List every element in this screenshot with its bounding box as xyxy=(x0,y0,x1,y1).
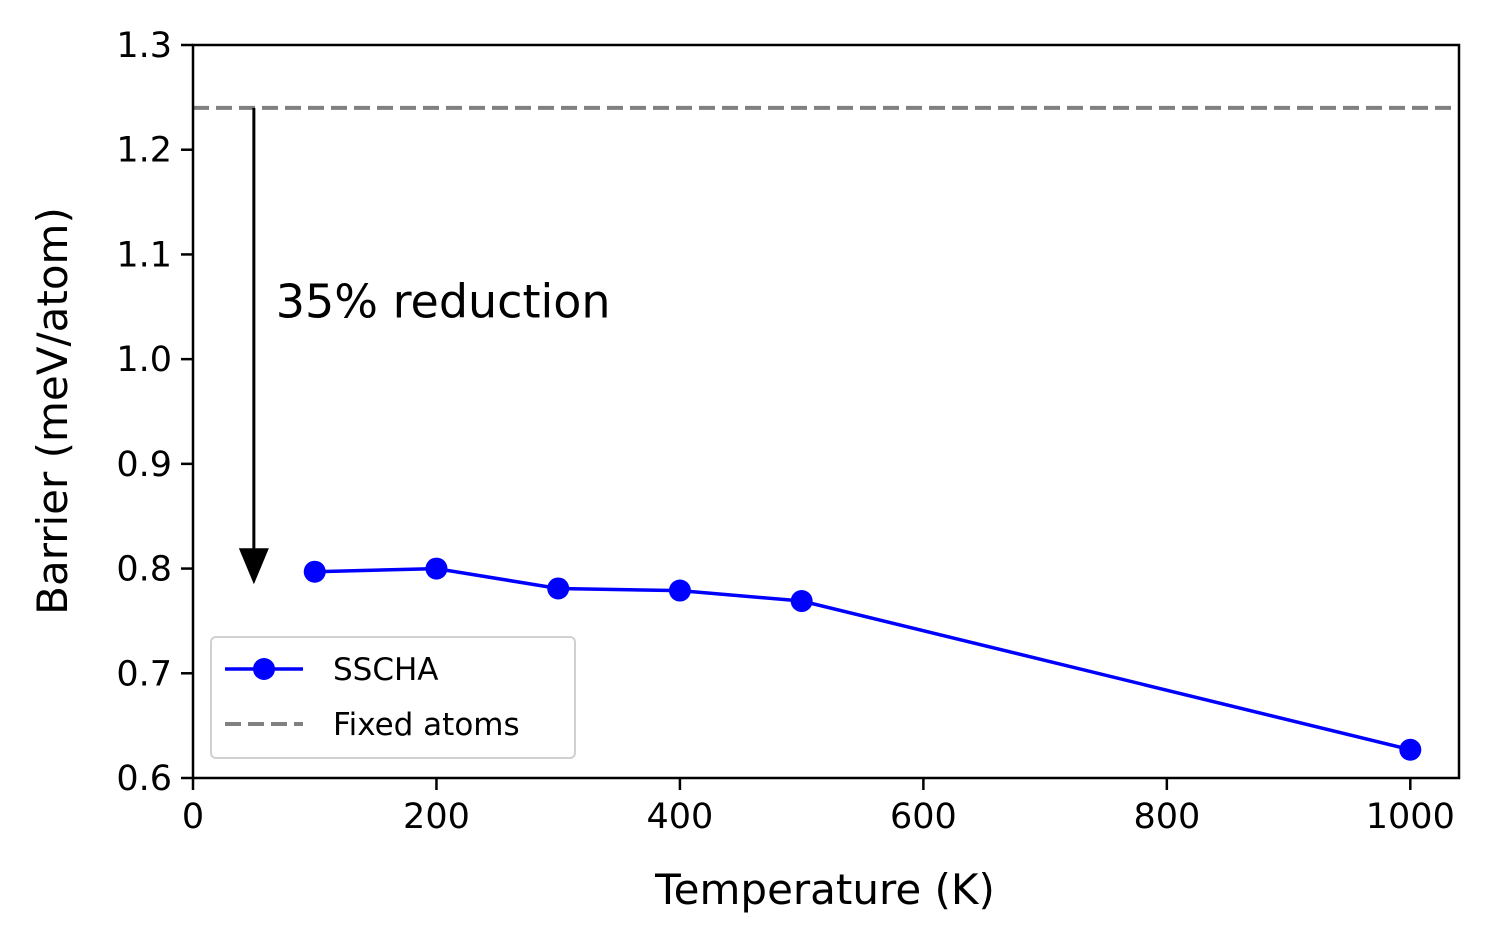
x-axis-ticks: 0 200 400 600 800 1000 xyxy=(182,778,1455,837)
sscha-data-point xyxy=(1399,738,1422,761)
legend-label-fixed-atoms: Fixed atoms xyxy=(333,707,520,743)
y-axis-label: Barrier (meV/atom) xyxy=(28,207,77,615)
plot-frame xyxy=(191,43,1461,780)
y-tick-label: 0.9 xyxy=(116,445,172,485)
x-tick-label: 200 xyxy=(403,797,470,837)
sscha-series-line xyxy=(314,566,1411,752)
y-tick-label: 1.2 xyxy=(116,131,172,171)
sscha-data-point xyxy=(668,579,691,602)
sscha-data-point xyxy=(303,560,326,583)
x-tick-label: 0 xyxy=(182,797,204,837)
x-axis-label: Temperature (K) xyxy=(654,865,995,914)
y-tick-label: 1.0 xyxy=(116,340,172,380)
y-tick-label: 1.3 xyxy=(116,26,172,66)
legend-sscha-marker xyxy=(253,658,275,680)
x-tick-label: 600 xyxy=(890,797,957,837)
x-tick-label: 800 xyxy=(1133,797,1200,837)
y-tick-label: 0.8 xyxy=(116,550,172,590)
sscha-series-points xyxy=(303,557,1422,761)
legend-label-sscha: SSCHA xyxy=(333,652,439,688)
y-tick-label: 0.7 xyxy=(116,654,172,694)
reduction-arrow-head xyxy=(238,548,269,585)
sscha-data-point xyxy=(547,577,570,600)
sscha-data-point xyxy=(790,590,813,613)
legend: SSCHA Fixed atoms xyxy=(210,636,576,759)
y-tick-label: 0.6 xyxy=(116,759,172,799)
sscha-data-point xyxy=(425,557,448,580)
x-tick-label: 400 xyxy=(647,797,714,837)
reduction-annotation: 35% reduction xyxy=(276,274,611,328)
x-tick-label: 1000 xyxy=(1366,797,1455,837)
y-tick-label: 1.1 xyxy=(116,235,172,275)
y-axis-ticks: 0.6 0.7 0.8 0.9 1.0 1.1 1.2 1.3 xyxy=(116,26,193,799)
